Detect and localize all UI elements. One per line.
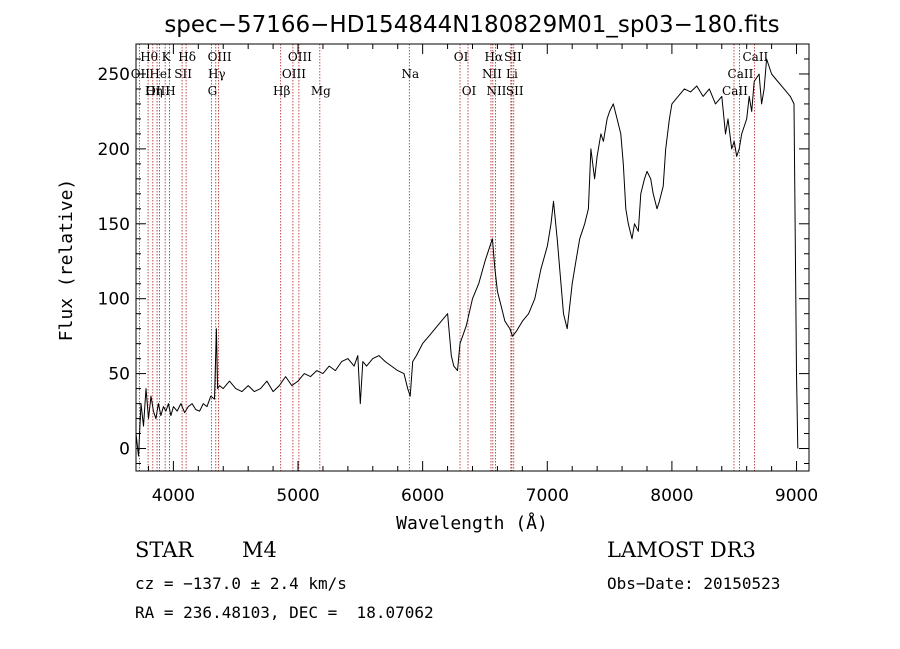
line-label-12: Hβ — [273, 84, 290, 98]
line-label-7: SII — [174, 67, 192, 81]
line-label-26: CaII — [728, 67, 754, 81]
ra-dec: RA = 236.48103, DEC = 18.07062 — [135, 603, 434, 622]
line-label-14: OIII — [282, 67, 306, 81]
chart-title: spec−57166−HD154844N180829M01_sp03−180.f… — [164, 12, 779, 38]
line-label-15: Mg — [311, 84, 331, 98]
line-label-6: H — [165, 84, 175, 98]
line-label-4: HeI — [149, 67, 172, 81]
x-axis-ticks: 4000 5000 6000 7000 8000 9000 — [147, 44, 818, 506]
line-label-19: Hα — [485, 50, 504, 64]
x-tick-label: 8000 — [650, 486, 693, 506]
y-tick-label: 250 — [98, 65, 130, 85]
line-label-25: CaII — [742, 50, 768, 64]
line-label-21: NII — [482, 67, 502, 81]
line-label-2: OIII — [146, 84, 170, 98]
x-tick-label: 5000 — [276, 486, 319, 506]
line-label-8: Hδ — [178, 50, 196, 64]
line-label-5: Hη — [145, 84, 163, 98]
x-axis-label: Wavelength (Å) — [396, 512, 548, 534]
observation-date: Obs−Date: 20150523 — [607, 574, 781, 593]
plot-area — [135, 58, 799, 457]
line-label-13: OIII — [288, 50, 312, 64]
line-label-17: OI — [454, 50, 469, 64]
y-axis-label: Flux (relative) — [56, 179, 77, 342]
x-tick-label: 9000 — [775, 486, 818, 506]
y-tick-label: 200 — [98, 140, 130, 160]
line-label-11: G — [208, 84, 218, 98]
line-label-16: Na — [401, 67, 419, 81]
redshift-cz: cz = −137.0 ± 2.4 km/s — [135, 574, 347, 593]
survey-name: LAMOST DR3 — [607, 538, 756, 562]
y-tick-label: 0 — [119, 440, 130, 460]
x-tick-label: 6000 — [401, 486, 444, 506]
line-label-20: SII — [504, 50, 522, 64]
object-class: STAR — [135, 538, 194, 562]
line-label-23: NII — [486, 84, 506, 98]
x-tick-label: 7000 — [526, 486, 569, 506]
line-label-24: SII — [506, 84, 524, 98]
object-subclass: M4 — [242, 538, 277, 562]
line-label-18: OI — [462, 84, 477, 98]
line-label-22: Li — [506, 67, 518, 81]
line-label-0: Hθ — [140, 50, 158, 64]
plot-frame — [135, 43, 810, 472]
line-label-27: CaII — [722, 84, 748, 98]
line-label-10: Hγ — [208, 67, 226, 81]
spectrum-series-0 — [135, 58, 799, 457]
y-tick-label: 150 — [98, 215, 130, 235]
y-axis-ticks: 0 50 100 150 200 250 — [98, 58, 809, 465]
y-tick-label: 50 — [108, 365, 130, 385]
x-tick-label: 4000 — [152, 486, 195, 506]
line-label-3: K — [162, 50, 172, 64]
y-tick-label: 100 — [98, 290, 130, 310]
line-label-9: OIII — [208, 50, 232, 64]
